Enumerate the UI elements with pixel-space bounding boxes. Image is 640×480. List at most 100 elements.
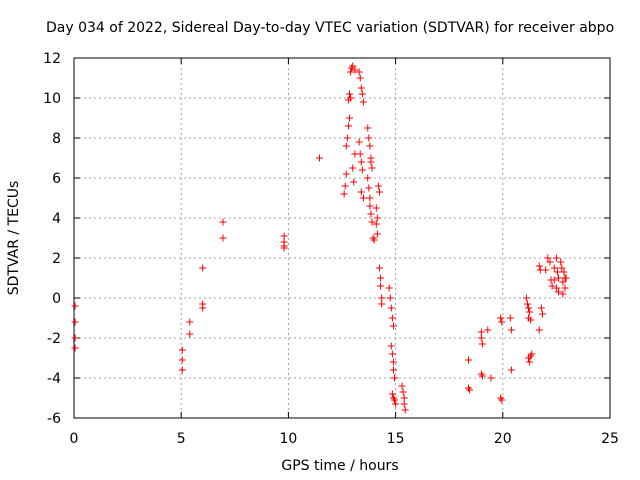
data-point (219, 234, 227, 242)
data-point (385, 284, 393, 292)
data-point (366, 202, 374, 210)
data-point (368, 164, 376, 172)
data-point (359, 194, 367, 202)
data-point (558, 264, 566, 272)
data-point (346, 114, 354, 122)
data-point (280, 242, 288, 250)
data-point (349, 62, 357, 70)
data-point (478, 340, 486, 348)
data-point (523, 300, 531, 308)
data-point (386, 294, 394, 302)
data-point (372, 220, 380, 228)
data-point (526, 308, 534, 316)
data-point (391, 374, 399, 382)
data-point (356, 150, 364, 158)
data-point (343, 134, 351, 142)
data-point (178, 356, 186, 364)
data-point (544, 254, 552, 262)
chart-title: Day 034 of 2022, Sidereal Day-to-day VTE… (46, 20, 614, 36)
data-point (528, 350, 536, 358)
data-point (71, 318, 79, 326)
data-point (546, 258, 554, 266)
data-point (555, 274, 563, 282)
y-tick-label: 6 (52, 171, 61, 187)
data-point (373, 230, 381, 238)
data-point (366, 194, 374, 202)
data-point (388, 314, 396, 322)
data-point (391, 396, 399, 404)
data-point (340, 190, 348, 198)
data-point (373, 214, 381, 222)
x-axis-label: GPS time / hours (281, 458, 398, 474)
data-point (349, 164, 357, 172)
data-point (378, 300, 386, 308)
data-point (560, 268, 568, 276)
data-point (367, 210, 375, 218)
data-point (350, 178, 358, 186)
data-point (342, 142, 350, 150)
x-tick-labels: 0 5 10 15 20 25 (70, 431, 619, 447)
data-point (542, 266, 550, 274)
data-point (351, 66, 359, 74)
data-point (389, 366, 397, 374)
data-point (507, 366, 515, 374)
data-point (562, 274, 570, 282)
x-tick-label: 5 (177, 431, 186, 447)
data-point (280, 232, 288, 240)
data-point (535, 326, 543, 334)
y-tick-label: 4 (52, 211, 61, 227)
x-tick-label: 15 (387, 431, 405, 447)
data-point (522, 294, 530, 302)
data-point (484, 326, 492, 334)
data-point (387, 342, 395, 350)
data-point (477, 328, 485, 336)
data-point (71, 334, 79, 342)
data-point (538, 310, 546, 318)
data-point (498, 396, 506, 404)
data-point (199, 264, 207, 272)
data-point (555, 288, 563, 296)
data-point (364, 174, 372, 182)
data-point (347, 94, 355, 102)
data-point (358, 90, 366, 98)
x-tick-label: 20 (494, 431, 512, 447)
data-point (401, 406, 409, 414)
data-point (364, 124, 372, 132)
data-point (399, 388, 407, 396)
data-point (552, 284, 560, 292)
x-tick-label: 25 (601, 431, 619, 447)
data-point (400, 394, 408, 402)
data-point (478, 372, 486, 380)
data-point (388, 390, 396, 398)
y-tick-label: 12 (43, 51, 61, 67)
y-tick-label: -4 (47, 371, 61, 387)
data-point (506, 314, 514, 322)
data-point (358, 166, 366, 174)
y-tick-label: 0 (52, 291, 61, 307)
data-point (400, 400, 408, 408)
data-point (357, 84, 365, 92)
data-point (527, 316, 535, 324)
data-point (315, 154, 323, 162)
data-point (344, 122, 352, 130)
data-point (178, 346, 186, 354)
data-point (561, 284, 569, 292)
data-point (357, 158, 365, 166)
data-point (359, 98, 367, 106)
data-point (548, 282, 556, 290)
data-point (356, 74, 364, 82)
data-point (376, 264, 384, 272)
data-point (507, 326, 515, 334)
data-point (370, 236, 378, 244)
y-tick-label: 10 (43, 91, 61, 107)
data-point (552, 254, 560, 262)
data-point (477, 334, 485, 342)
data-point (389, 322, 397, 330)
data-point (365, 134, 373, 142)
data-point (186, 330, 194, 338)
data-point (487, 374, 495, 382)
data-point (535, 262, 543, 270)
data-point (376, 188, 384, 196)
data-point (71, 302, 79, 310)
